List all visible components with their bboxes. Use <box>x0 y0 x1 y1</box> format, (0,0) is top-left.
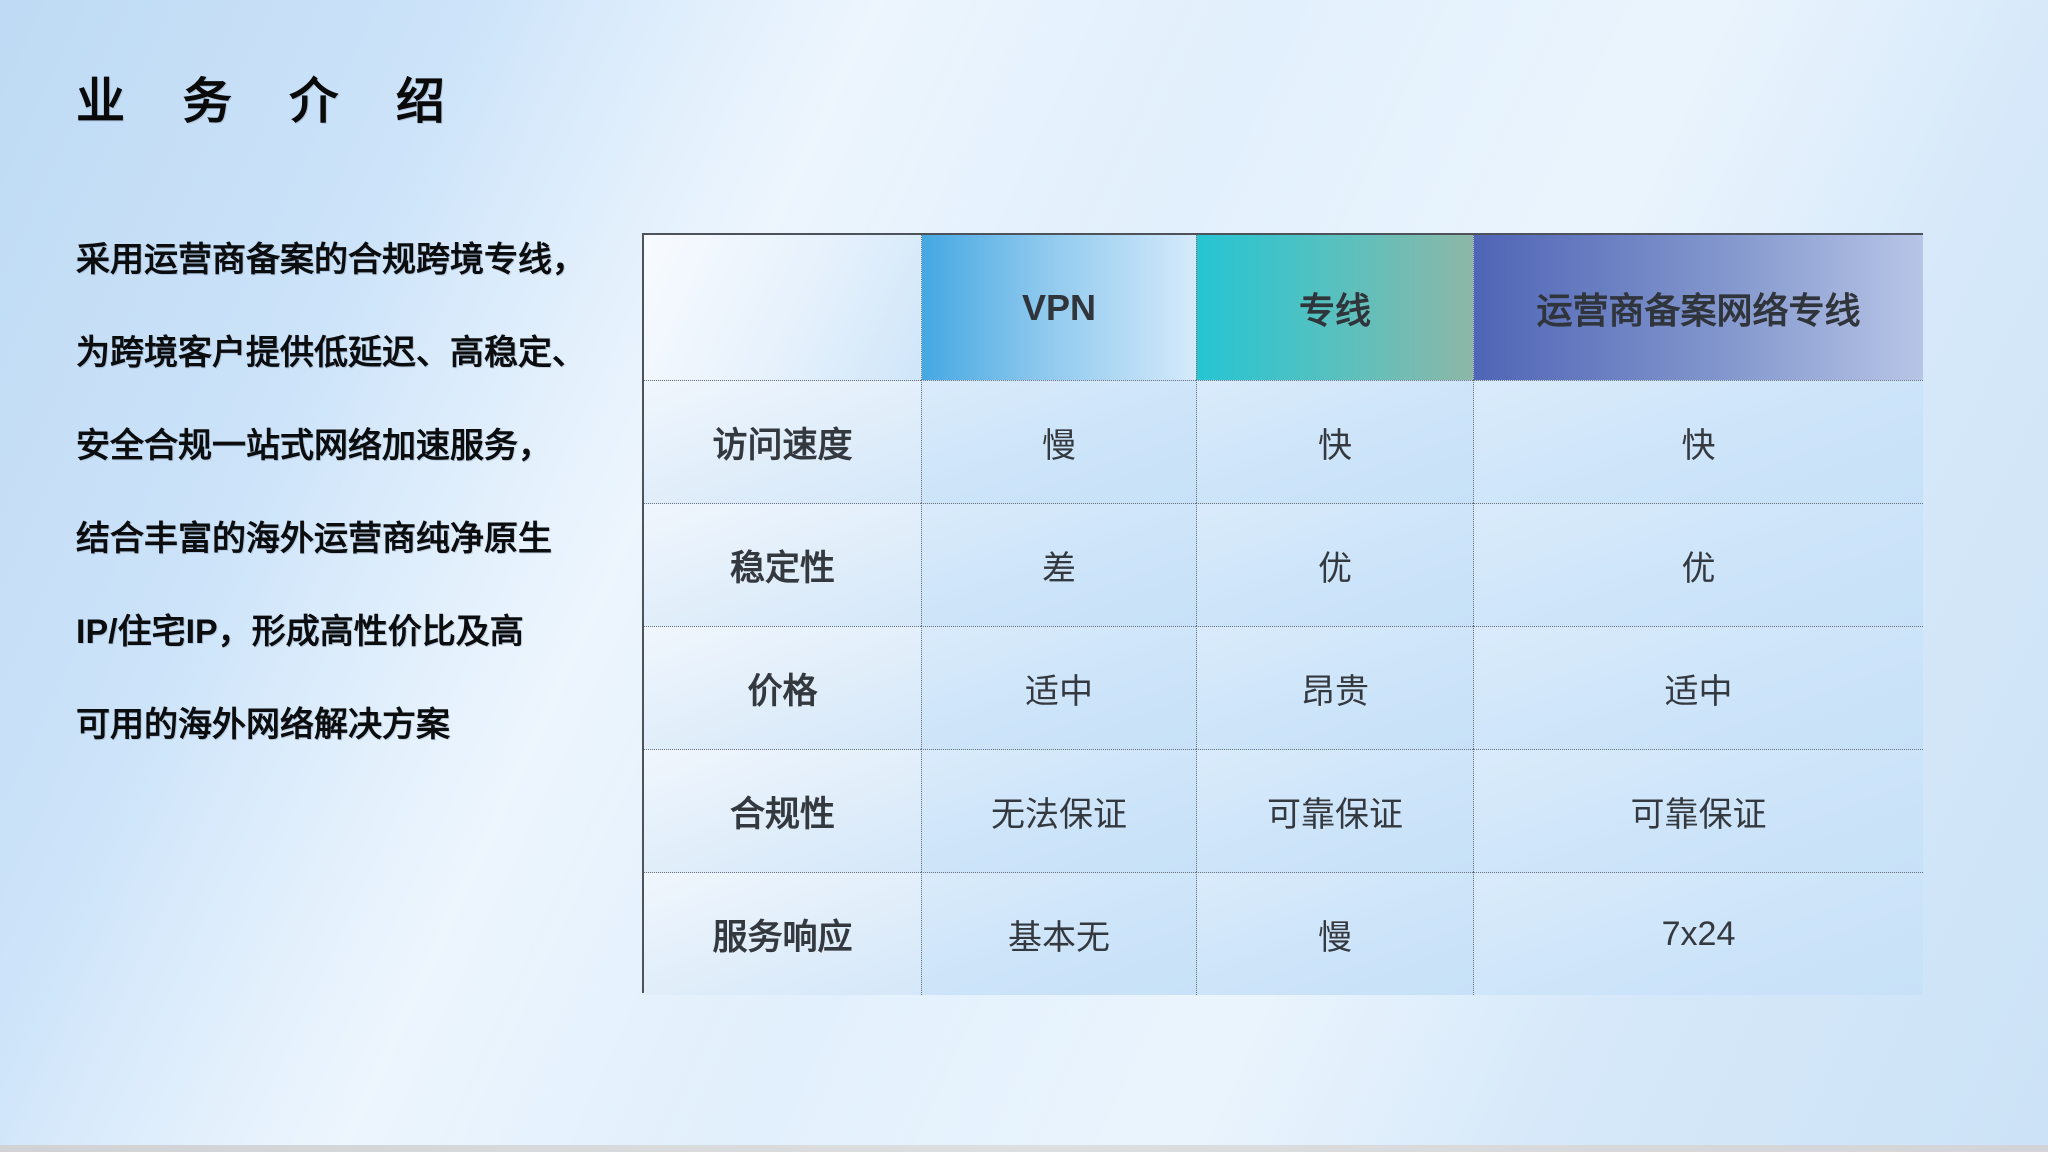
description-line-4: 结合丰富的海外运营商纯净原生 <box>76 520 552 558</box>
table-cell: 快 <box>1473 380 1923 503</box>
page-title: 业 务 介 绍 <box>76 75 467 129</box>
table-cell: 7x24 <box>1473 872 1923 995</box>
table-cell: 适中 <box>921 626 1196 749</box>
table-cell: 基本无 <box>921 872 1196 995</box>
row-label-service-response: 服务响应 <box>644 872 921 995</box>
table-cell: 优 <box>1196 503 1473 626</box>
table-header-carrier-registered-line: 运营商备案网络专线 <box>1473 235 1923 380</box>
table-cell: 慢 <box>1196 872 1473 995</box>
table-cell: 适中 <box>1473 626 1923 749</box>
table-cell: 快 <box>1196 380 1473 503</box>
business-description: 采用运营商备案的合规跨境专线， 为跨境客户提供低延迟、高稳定、 安全合规一站式网… <box>76 214 636 772</box>
table-cell: 可靠保证 <box>1196 749 1473 872</box>
description-line-3: 安全合规一站式网络加速服务， <box>76 427 552 465</box>
table-header-empty <box>644 235 921 380</box>
table-header-dedicated-line: 专线 <box>1196 235 1473 380</box>
row-label-compliance: 合规性 <box>644 749 921 872</box>
bottom-edge-strip <box>0 1145 2048 1152</box>
description-line-1: 采用运营商备案的合规跨境专线， <box>76 241 586 279</box>
description-line-5: IP/住宅IP，形成高性价比及高 <box>76 613 524 651</box>
row-label-access-speed: 访问速度 <box>644 380 921 503</box>
row-label-stability: 稳定性 <box>644 503 921 626</box>
description-line-6: 可用的海外网络解决方案 <box>76 706 450 744</box>
table-cell: 优 <box>1473 503 1923 626</box>
table-cell: 差 <box>921 503 1196 626</box>
table-cell: 昂贵 <box>1196 626 1473 749</box>
row-label-price: 价格 <box>644 626 921 749</box>
table-cell: 无法保证 <box>921 749 1196 872</box>
description-line-2: 为跨境客户提供低延迟、高稳定、 <box>76 334 586 372</box>
table-cell: 可靠保证 <box>1473 749 1923 872</box>
table-cell: 慢 <box>921 380 1196 503</box>
table-header-vpn: VPN <box>921 235 1196 380</box>
comparison-table: VPN 专线 运营商备案网络专线 访问速度 慢 快 快 稳定性 差 优 优 价格… <box>642 233 1923 995</box>
